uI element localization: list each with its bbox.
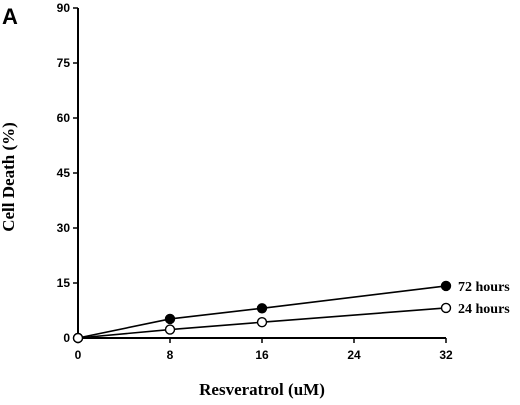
data-point (256, 317, 268, 328)
data-point (256, 303, 268, 314)
data-point (164, 324, 176, 335)
y-tick-label: 30 (57, 221, 71, 235)
series-line (77, 285, 447, 339)
y-axis-ticks: 0 15 30 45 60 75 90 (57, 1, 78, 345)
series-label: 72 hours (458, 280, 510, 295)
axes (77, 8, 446, 339)
panel-letter: A (2, 4, 18, 29)
x-tick-label: 32 (439, 348, 453, 362)
series-line (77, 307, 447, 339)
series-1: 24 hours (72, 302, 510, 344)
data-point (164, 313, 176, 325)
y-tick-label: 60 (57, 111, 71, 125)
x-tick-label: 0 (75, 348, 82, 362)
y-tick-label: 90 (57, 1, 71, 15)
y-axis-label: Cell Death (%) (0, 122, 18, 232)
y-tick-label: 0 (63, 331, 70, 345)
y-tick-label: 15 (57, 276, 71, 290)
y-tick-label: 75 (57, 56, 71, 70)
x-axis-label: Resveratrol (uM) (199, 380, 325, 399)
series-label: 24 hours (458, 302, 510, 317)
x-tick-label: 24 (347, 348, 361, 362)
data-point (440, 302, 452, 314)
y-tick-label: 45 (57, 166, 71, 180)
x-axis-ticks: 0 8 16 24 32 (75, 338, 453, 362)
data-point (440, 280, 452, 292)
x-tick-label: 16 (255, 348, 269, 362)
x-tick-label: 8 (167, 348, 174, 362)
series-0: 72 hours (72, 280, 510, 344)
series-layer: 72 hours 24 hours (72, 280, 510, 344)
data-point (72, 332, 84, 344)
